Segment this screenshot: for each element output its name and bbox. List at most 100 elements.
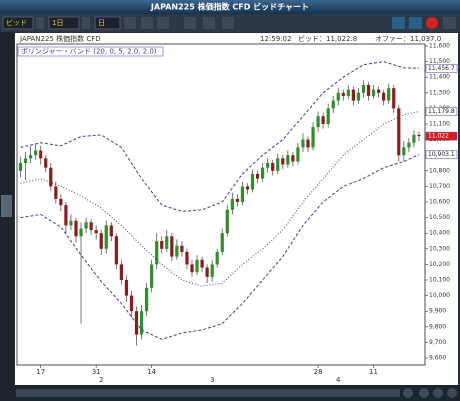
candle-body — [139, 311, 144, 335]
candle-body — [185, 251, 189, 265]
bollinger-band — [20, 111, 420, 287]
candle-body — [377, 89, 381, 93]
y-tick-label: 9,800 — [429, 323, 446, 330]
dropdown-arrow[interactable] — [82, 17, 90, 29]
indicator-label: ボリンジャー・バンド (20, 0, 5, 2.0, 2.0) — [21, 48, 157, 56]
candle-body — [18, 163, 23, 171]
candle-body — [240, 186, 245, 202]
candle-body — [341, 92, 345, 96]
tool-button[interactable] — [392, 17, 405, 29]
tool-button[interactable] — [184, 17, 196, 29]
tool-button[interactable] — [141, 17, 153, 29]
y-tick-label: 10,200 — [429, 261, 450, 268]
zoom-out[interactable] — [419, 388, 429, 398]
price-marker-label: 11,179.8 — [428, 108, 455, 115]
bollinger-band — [20, 61, 419, 212]
price-marker — [425, 131, 458, 141]
tool-button[interactable] — [443, 17, 456, 29]
candle-body — [160, 241, 164, 249]
alert-button[interactable] — [426, 17, 438, 29]
candle-body — [79, 228, 83, 237]
price-marker — [425, 64, 458, 73]
candle-body — [74, 220, 78, 237]
candle-body — [286, 155, 290, 165]
indicator-legend — [17, 46, 164, 57]
candle-body — [170, 236, 174, 257]
candle-body — [316, 116, 320, 128]
candle-body — [250, 173, 255, 190]
tool-button[interactable] — [157, 17, 169, 29]
price-marker-label: 11,022 — [428, 133, 449, 140]
candle-body — [382, 92, 386, 101]
zoom-in[interactable] — [433, 388, 443, 398]
plot-border — [16, 43, 426, 366]
y-tick-label: 10,600 — [429, 199, 450, 206]
candle-body — [150, 264, 154, 288]
candle-body — [306, 139, 310, 148]
y-tick-label: 11,400 — [429, 74, 450, 81]
candle-body — [29, 155, 33, 159]
candle-body — [351, 89, 355, 101]
tool-button[interactable] — [203, 17, 215, 29]
scroll-right[interactable] — [447, 388, 457, 398]
tool-button[interactable] — [409, 17, 422, 29]
candle-body — [407, 142, 411, 148]
y-tick-label: 9,600 — [429, 355, 446, 362]
candle-body — [417, 134, 421, 137]
candle-body — [23, 158, 28, 163]
y-tick-label: 10,400 — [429, 230, 450, 237]
scroll-left[interactable] — [403, 388, 413, 398]
side-tab[interactable] — [1, 195, 12, 217]
bid: ビッド：11,022.8 — [298, 34, 357, 43]
y-tick-label: 10,000 — [429, 292, 450, 299]
candle-body — [301, 139, 305, 148]
candle-body — [387, 88, 391, 101]
x-tick-label: 31 — [92, 368, 101, 376]
candle-body — [210, 264, 214, 277]
candle-body — [119, 264, 123, 280]
candle-body — [69, 220, 73, 226]
candle-body — [180, 245, 184, 252]
candle-body — [296, 147, 300, 162]
candle-body — [89, 222, 93, 231]
candle-body — [205, 267, 209, 277]
candle-body — [261, 167, 265, 179]
candle-body — [39, 150, 43, 159]
candle-body — [336, 92, 340, 101]
candle-body — [291, 155, 295, 162]
candle-body — [195, 259, 199, 273]
period-dropdown[interactable] — [48, 16, 80, 30]
price-marker — [425, 107, 458, 116]
month-label: 4 — [336, 376, 341, 384]
candle-body — [124, 280, 129, 296]
price-marker-label: 10,903.1 — [428, 151, 455, 158]
candle-body — [245, 186, 250, 190]
price-marker-label: 11,456.7 — [428, 65, 455, 72]
candle-body — [321, 116, 325, 124]
candle-body — [44, 158, 48, 168]
candle-body — [54, 186, 58, 199]
candle-body — [109, 225, 113, 237]
dropdown-arrow[interactable] — [36, 17, 44, 29]
unit-dropdown[interactable] — [94, 16, 121, 30]
price-marker — [425, 150, 458, 160]
y-tick-label: 10,700 — [429, 183, 450, 190]
tool-button[interactable] — [124, 17, 136, 29]
instrument: JAPAN225 株価指数 CFD — [19, 34, 101, 43]
scroll-track[interactable] — [16, 389, 400, 397]
price-type-dropdown[interactable] — [2, 16, 34, 30]
month-label: 3 — [210, 376, 214, 384]
candle-body — [235, 198, 239, 202]
candle-body — [220, 233, 224, 252]
month-label: 2 — [99, 376, 103, 384]
candle-body — [346, 89, 350, 96]
x-tick-label: 17 — [36, 368, 45, 376]
time: 12:59:02 — [260, 35, 291, 43]
candle-body — [326, 108, 330, 124]
y-tick-label: 9,700 — [429, 339, 446, 346]
candle-body — [49, 167, 53, 187]
tool-button[interactable] — [222, 17, 234, 29]
candle-body — [190, 264, 194, 273]
